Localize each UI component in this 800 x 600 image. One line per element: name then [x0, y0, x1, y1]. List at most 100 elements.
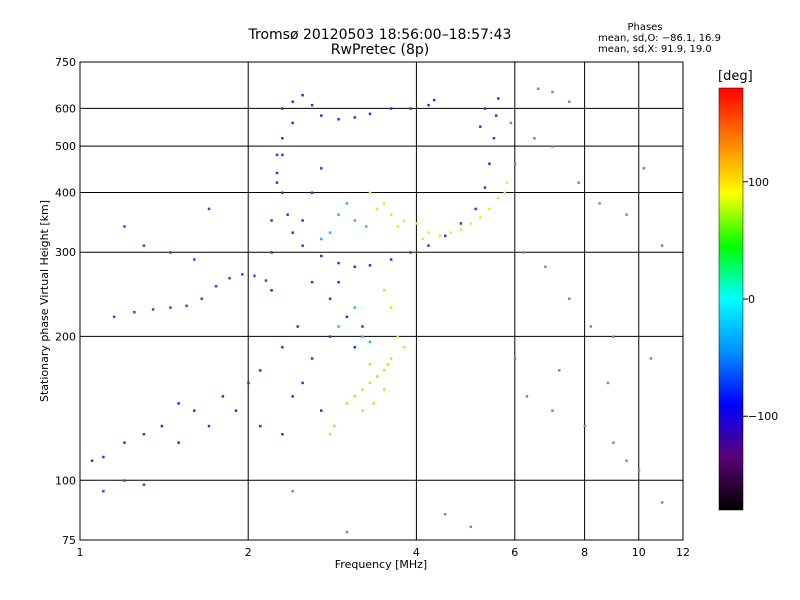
data-point: [270, 251, 273, 254]
data-point: [383, 289, 386, 292]
colorbar-tick-label: −100: [748, 410, 778, 423]
data-point: [345, 402, 349, 405]
data-point: [296, 325, 299, 328]
data-point: [503, 191, 506, 194]
data-point: [361, 409, 364, 412]
data-point: [389, 213, 393, 216]
data-point: [427, 244, 430, 247]
data-point: [505, 181, 509, 184]
data-point: [328, 297, 332, 301]
data-point: [328, 335, 332, 338]
data-point: [337, 213, 340, 216]
data-point: [443, 513, 447, 516]
data-point: [474, 207, 477, 211]
phases-legend-o-line: mean, sd,O: −86.1, 16.9: [598, 33, 721, 44]
x-tick-label: 10: [632, 546, 646, 559]
data-point: [200, 297, 204, 301]
data-point: [558, 369, 561, 372]
data-point: [275, 153, 279, 157]
data-point: [368, 340, 372, 344]
data-point: [337, 261, 340, 265]
y-tick-label: 400: [55, 186, 76, 199]
data-point: [660, 501, 664, 504]
data-point: [320, 237, 323, 241]
data-point: [567, 297, 571, 301]
data-point: [625, 213, 628, 216]
y-tick-label: 300: [55, 246, 76, 259]
data-point: [612, 335, 615, 338]
data-point: [589, 325, 593, 328]
y-axis-ticks: 75 100 200 300 400 500 600 750: [55, 56, 76, 547]
data-point: [177, 402, 180, 405]
data-point: [345, 202, 349, 205]
data-point: [353, 395, 357, 398]
data-point: [361, 388, 364, 391]
data-point: [612, 441, 615, 444]
data-point: [214, 284, 218, 288]
data-point: [207, 207, 211, 211]
data-point: [389, 306, 393, 309]
data-point: [281, 191, 284, 194]
data-point: [310, 280, 314, 284]
data-point: [328, 432, 332, 436]
data-point: [551, 409, 554, 412]
y-tick-label: 600: [55, 102, 76, 115]
data-point: [383, 388, 386, 391]
data-point: [368, 363, 372, 366]
data-point: [275, 171, 279, 175]
x-axis-label: Frequency [MHz]: [335, 558, 427, 571]
data-point: [337, 280, 340, 284]
data-point: [469, 222, 473, 225]
data-point: [386, 363, 389, 366]
data-point: [270, 289, 273, 292]
data-point: [286, 213, 289, 216]
data-point: [310, 191, 314, 194]
data-point: [375, 375, 379, 378]
data-point: [291, 231, 294, 234]
y-tick-label: 500: [55, 140, 76, 153]
data-point: [320, 409, 323, 412]
data-point: [449, 231, 452, 234]
data-point: [427, 103, 430, 107]
data-point: [525, 395, 529, 398]
data-point: [365, 225, 368, 228]
data-point: [281, 346, 284, 349]
x-tick-label: 8: [581, 546, 588, 559]
data-point: [479, 125, 482, 128]
data-point: [123, 441, 126, 444]
data-point: [320, 114, 323, 117]
data-point: [521, 251, 525, 254]
data-point: [361, 335, 364, 338]
y-tick-label: 750: [55, 56, 76, 69]
data-point: [281, 153, 284, 157]
x-tick-label: 4: [413, 546, 420, 559]
data-points: [90, 87, 664, 534]
grid-lines: [80, 62, 683, 540]
data-point: [368, 112, 372, 116]
data-point: [353, 265, 357, 269]
data-point: [228, 276, 231, 280]
data-point: [281, 432, 284, 436]
data-point: [112, 315, 116, 319]
data-point: [402, 219, 406, 222]
data-point: [320, 167, 323, 170]
data-point: [383, 369, 386, 372]
data-point: [353, 306, 357, 309]
data-point: [281, 137, 284, 140]
data-point: [193, 258, 196, 261]
data-point: [488, 162, 491, 165]
data-point: [409, 251, 412, 254]
data-point: [345, 315, 349, 319]
data-point: [533, 137, 536, 140]
data-point: [494, 114, 498, 117]
data-point: [551, 145, 554, 148]
data-point: [606, 381, 610, 385]
data-point: [264, 279, 268, 282]
y-axis-label: Stationary phase Virtual Height [km]: [38, 200, 51, 402]
data-point: [193, 409, 196, 412]
x-axis-ticks: 1 2 4 6 8 10 12: [77, 546, 691, 559]
data-point: [345, 530, 349, 534]
data-point: [353, 219, 357, 222]
data-point: [133, 310, 136, 314]
